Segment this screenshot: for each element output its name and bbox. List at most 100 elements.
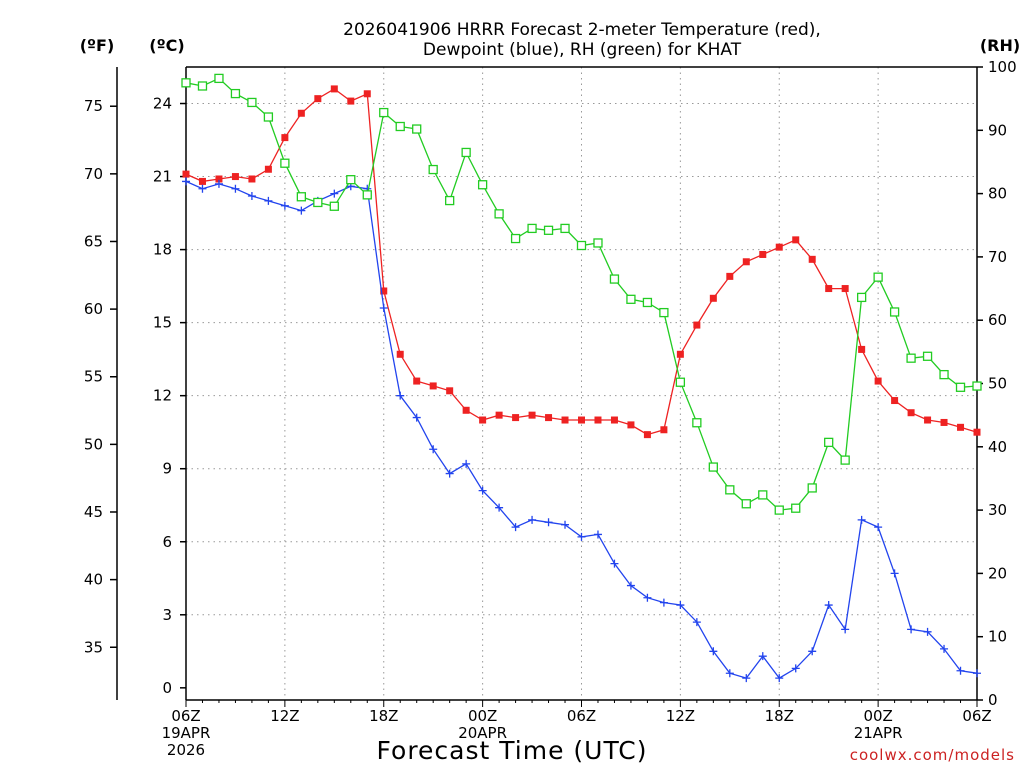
dewpoint-point bbox=[462, 459, 471, 468]
dewpoint-point bbox=[890, 569, 899, 578]
dewpoint-point bbox=[758, 652, 767, 661]
temperature-point bbox=[198, 177, 206, 185]
fahrenheit-tick-label: 35 bbox=[84, 638, 103, 656]
gridlines bbox=[186, 67, 977, 700]
rh-point bbox=[428, 164, 438, 175]
dewpoint-point bbox=[775, 674, 784, 683]
temperature-point bbox=[545, 414, 553, 422]
rh-point bbox=[329, 201, 339, 211]
x-tick-label: 12Z bbox=[666, 707, 695, 725]
dewpoint-point bbox=[692, 618, 701, 627]
rh-tick-label: 30 bbox=[988, 501, 1007, 519]
temperature-point bbox=[874, 377, 882, 385]
temperature-point bbox=[495, 411, 503, 419]
temperature-point bbox=[231, 173, 239, 181]
x-tick-label: 00Z bbox=[468, 707, 497, 725]
rh-point bbox=[840, 455, 850, 465]
temperature-point bbox=[479, 416, 487, 424]
rh-tick-label: 10 bbox=[988, 628, 1007, 646]
dewpoint-point bbox=[214, 179, 223, 188]
dewpoint-point bbox=[659, 598, 668, 607]
temperature-point bbox=[363, 90, 371, 98]
axes: 0 3 6 9 12 15 18 21 24 35 40 45 50 55 60 65 70 75 0 10 20 30 4… bbox=[84, 58, 1017, 759]
fahrenheit-tick-label: 55 bbox=[84, 368, 103, 386]
temperature-point bbox=[858, 345, 866, 353]
rh-unit-label: (RH) bbox=[980, 36, 1020, 55]
dewpoint-point bbox=[495, 503, 504, 512]
temperature-point bbox=[891, 397, 899, 405]
rh-tick-label: 90 bbox=[988, 121, 1007, 139]
celsius-tick-label: 24 bbox=[153, 95, 172, 113]
rh-point bbox=[477, 180, 488, 190]
dewpoint-point bbox=[264, 196, 273, 205]
rh-point bbox=[922, 351, 933, 361]
rh-point bbox=[758, 490, 768, 500]
temperature-point bbox=[709, 294, 717, 302]
dewpoint-point bbox=[330, 189, 339, 198]
dewpoint-point bbox=[379, 304, 388, 313]
temperature-point bbox=[973, 428, 981, 436]
x-tick-label: 00Z bbox=[863, 707, 892, 725]
rh-point bbox=[692, 418, 702, 428]
x-tick-label: 2026 bbox=[167, 741, 205, 759]
temperature-point bbox=[330, 85, 338, 93]
dewpoint-point bbox=[725, 669, 734, 678]
dewpoint-point bbox=[182, 177, 190, 186]
rh-point bbox=[609, 274, 620, 284]
rh-point bbox=[873, 272, 883, 282]
temperature-point bbox=[924, 416, 932, 424]
temperature-point bbox=[643, 431, 651, 439]
rh-point bbox=[346, 175, 356, 185]
dewpoint-point bbox=[742, 674, 751, 683]
temperature-point bbox=[462, 406, 470, 414]
rh-point bbox=[461, 147, 471, 158]
temperature-point bbox=[512, 414, 520, 422]
dewpoint-point bbox=[940, 644, 949, 653]
dewpoint-point bbox=[956, 666, 965, 675]
temperature-point bbox=[182, 170, 190, 178]
temperature-point bbox=[281, 134, 289, 142]
dewpoint-point bbox=[577, 532, 586, 541]
celsius-tick-label: 9 bbox=[162, 460, 172, 478]
x-tick-label: 20APR bbox=[458, 724, 507, 742]
rh-point bbox=[543, 225, 554, 235]
temperature-point bbox=[528, 411, 536, 419]
dewpoint-point bbox=[231, 184, 240, 193]
temperature-point bbox=[627, 421, 635, 429]
rh-point bbox=[642, 297, 653, 308]
dewpoint-point bbox=[643, 593, 652, 602]
x-tick-label: 18Z bbox=[765, 707, 794, 725]
rh-point bbox=[955, 382, 966, 392]
dewpoint-point bbox=[676, 601, 685, 610]
rh-point bbox=[774, 505, 784, 515]
temperature-point bbox=[940, 418, 948, 426]
dewpoint-point bbox=[874, 523, 883, 532]
dewpoint-point bbox=[841, 625, 850, 634]
rh-point bbox=[725, 485, 735, 495]
temperature-point bbox=[841, 285, 849, 293]
temperature-point bbox=[215, 175, 223, 183]
temperature-point bbox=[578, 416, 585, 424]
rh-tick-label: 70 bbox=[988, 248, 1007, 266]
temperature-point bbox=[561, 416, 569, 424]
dewpoint-point bbox=[923, 627, 932, 636]
dewpoint-point bbox=[396, 391, 405, 400]
celsius-tick-label: 0 bbox=[162, 679, 172, 697]
temperature-point bbox=[775, 243, 783, 251]
rh-tick-label: 50 bbox=[988, 375, 1007, 393]
dewpoint-point bbox=[610, 559, 619, 568]
temperature-point bbox=[957, 423, 965, 431]
dewpoint-point bbox=[511, 523, 520, 532]
rh-point bbox=[181, 78, 191, 88]
chart-title-line-2: Dewpoint (blue), RH (green) for KHAT bbox=[423, 40, 742, 60]
dewpoint-point bbox=[626, 581, 635, 590]
fahrenheit-tick-label: 45 bbox=[84, 503, 103, 521]
temperature-point bbox=[347, 97, 355, 105]
temperature-point bbox=[907, 409, 915, 417]
fahrenheit-tick-label: 70 bbox=[84, 165, 103, 183]
dewpoint-point bbox=[478, 486, 487, 495]
rh-point bbox=[510, 233, 521, 244]
temperature-point bbox=[676, 350, 684, 358]
